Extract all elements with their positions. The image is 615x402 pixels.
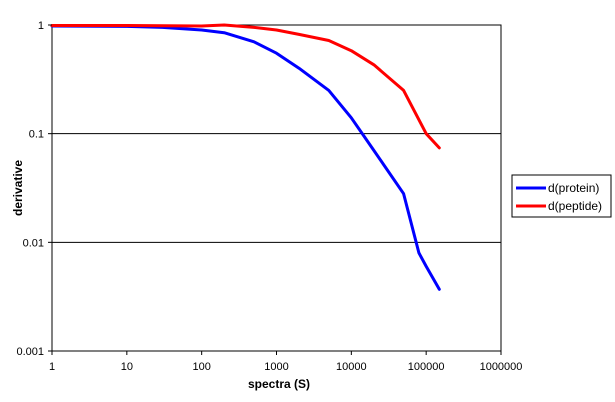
x-tick-label: 100 (192, 361, 210, 373)
x-tick-label: 10 (121, 361, 133, 373)
plot-area (51, 24, 502, 352)
y-axis-ticks: 1 0.1 0.01 0.001 (16, 20, 52, 358)
y-tick-label: 0.1 (29, 129, 44, 141)
series-layer (50, 23, 441, 291)
y-axis-label: derivative (11, 160, 25, 216)
x-tick-label: 1 (49, 361, 55, 373)
x-axis-label: spectra (S) (248, 377, 310, 391)
x-tick-label: 1000 (264, 361, 288, 373)
y-tick-label: 0.01 (23, 237, 44, 249)
series-line-d-protein (50, 24, 441, 291)
x-tick-label: 1000000 (480, 361, 523, 373)
x-tick-label: 10000 (336, 361, 367, 373)
y-tick-label: 1 (38, 20, 44, 32)
x-tick-label: 100000 (408, 361, 445, 373)
legend-label-peptide: d(peptide) (548, 199, 602, 213)
x-axis-ticks: 1 10 100 1000 10000 100000 1000000 (49, 351, 522, 373)
legend-box (511, 174, 612, 218)
y-tick-label: 0.001 (16, 346, 44, 358)
series-line-d-peptide (50, 23, 441, 150)
legend: d(protein) d(peptide) (511, 174, 612, 218)
legend-label-protein: d(protein) (548, 181, 599, 195)
